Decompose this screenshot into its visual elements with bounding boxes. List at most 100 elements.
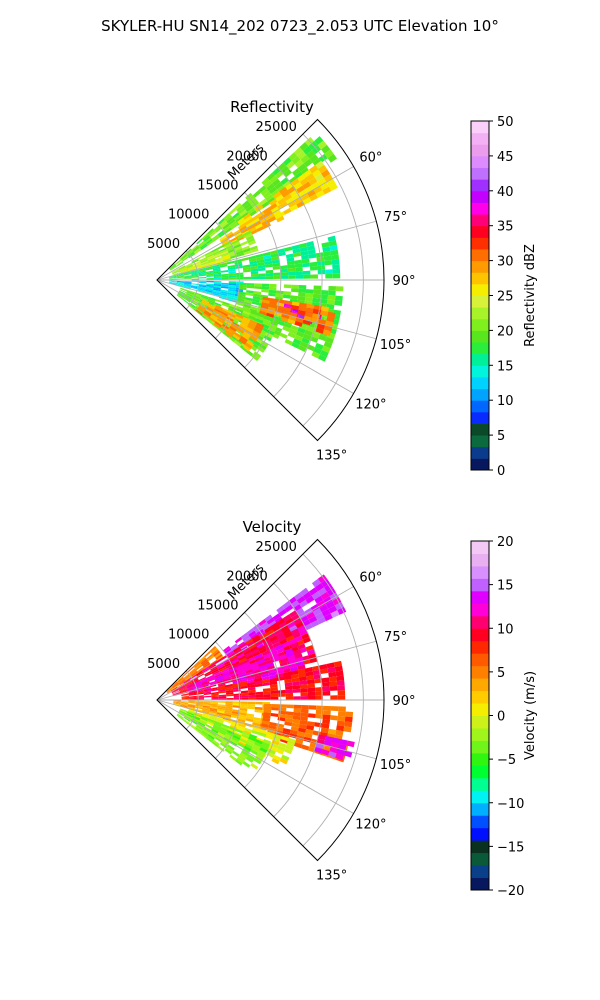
radar-gate — [231, 736, 240, 743]
radar-gate — [231, 711, 240, 715]
radar-gate — [234, 331, 242, 339]
radar-gate — [247, 681, 255, 686]
radar-gate — [239, 683, 248, 687]
radar-gate — [279, 638, 288, 645]
radar-gate — [226, 294, 235, 298]
radar-gate — [183, 285, 191, 288]
radar-gate — [178, 685, 186, 690]
radar-gate — [326, 178, 336, 187]
radar-gate — [246, 290, 254, 294]
radar-gate — [217, 732, 226, 738]
radar-gate — [299, 628, 308, 636]
radar-gate — [210, 667, 219, 673]
radar-gate — [322, 714, 331, 720]
radar-gate — [235, 250, 244, 255]
radar-gate — [169, 281, 177, 283]
radar-gate — [253, 327, 262, 334]
radar-gate — [300, 154, 310, 164]
radar-gate — [302, 181, 312, 190]
radar-gate — [204, 310, 212, 316]
radar-gate — [207, 304, 215, 310]
radar-gate — [297, 345, 307, 353]
radar-gate — [179, 687, 187, 692]
radar-data — [168, 136, 344, 362]
radar-gate — [220, 221, 229, 229]
radar-gate — [311, 578, 321, 588]
radar-gate — [328, 290, 336, 296]
radar-gate — [169, 277, 177, 279]
radar-gate — [314, 595, 324, 604]
radar-gate — [294, 171, 304, 180]
radar-gate — [217, 709, 225, 712]
radar-gate — [305, 325, 315, 333]
radar-gate — [302, 262, 310, 268]
radar-gate — [235, 338, 244, 345]
radar-gate — [227, 266, 236, 271]
radar-gate — [263, 706, 272, 711]
radar-gate — [254, 683, 263, 688]
radar-gate — [313, 289, 321, 295]
radar-gate — [282, 728, 291, 734]
radar-gate — [287, 318, 296, 325]
radar-gate — [172, 270, 180, 274]
radar-gate — [248, 630, 257, 638]
radar-gate — [233, 214, 242, 221]
radar-gate — [264, 703, 272, 708]
radar-gate — [232, 705, 241, 708]
radar-gate — [307, 691, 316, 697]
radar-gate — [263, 653, 272, 659]
radar-gate — [214, 736, 223, 743]
radar-gate — [169, 278, 177, 280]
radar-gate — [182, 718, 190, 724]
radar-gate — [187, 267, 195, 271]
radar-gate — [257, 312, 266, 319]
radar-gate — [308, 177, 318, 186]
colorbar-swatch — [471, 365, 489, 378]
radar-gate — [206, 278, 214, 280]
radar-gate — [252, 727, 261, 733]
radar-gate — [260, 744, 269, 751]
radar-gate — [270, 622, 279, 630]
radar-gate — [276, 676, 285, 682]
radar-gate — [304, 311, 313, 318]
radar-gate — [290, 673, 299, 679]
radar-gate — [195, 700, 204, 703]
radar-gate — [245, 654, 254, 661]
radar-gate — [255, 694, 264, 698]
radar-gate — [249, 245, 258, 251]
radar-gate — [191, 276, 200, 278]
colorbar-swatch — [471, 815, 489, 829]
radar-gate — [187, 683, 195, 688]
radar-gate — [291, 178, 300, 187]
radar-gate — [223, 676, 232, 681]
radar-gate — [221, 670, 230, 675]
radar-gate — [252, 330, 261, 337]
radar-gate — [322, 186, 332, 195]
radar-gate — [297, 296, 306, 301]
radar-gate — [263, 691, 271, 695]
radar-gate — [271, 206, 280, 214]
radar-gate — [204, 291, 213, 295]
radar-gate — [241, 659, 250, 665]
radar-gate — [251, 666, 260, 672]
radar-gate — [291, 284, 299, 289]
radar-gate — [337, 606, 347, 615]
radar-gate — [253, 637, 262, 644]
radar-gate — [209, 231, 217, 238]
radar-gate — [254, 283, 262, 287]
radar-gate — [207, 719, 215, 725]
radar-gate — [217, 704, 226, 707]
radar-gate — [218, 694, 227, 697]
radar-gate — [261, 201, 270, 209]
radar-gate — [278, 704, 287, 708]
radar-gate — [336, 680, 345, 686]
radar-gate — [202, 714, 210, 719]
radar-gate — [252, 339, 261, 347]
radar-gate — [178, 265, 186, 270]
radar-gate — [182, 671, 189, 678]
radar-gate — [202, 706, 211, 710]
radar-gate — [198, 676, 207, 682]
radar-gate — [294, 159, 304, 168]
radar-gate — [181, 693, 189, 696]
radar-gate — [201, 263, 210, 267]
